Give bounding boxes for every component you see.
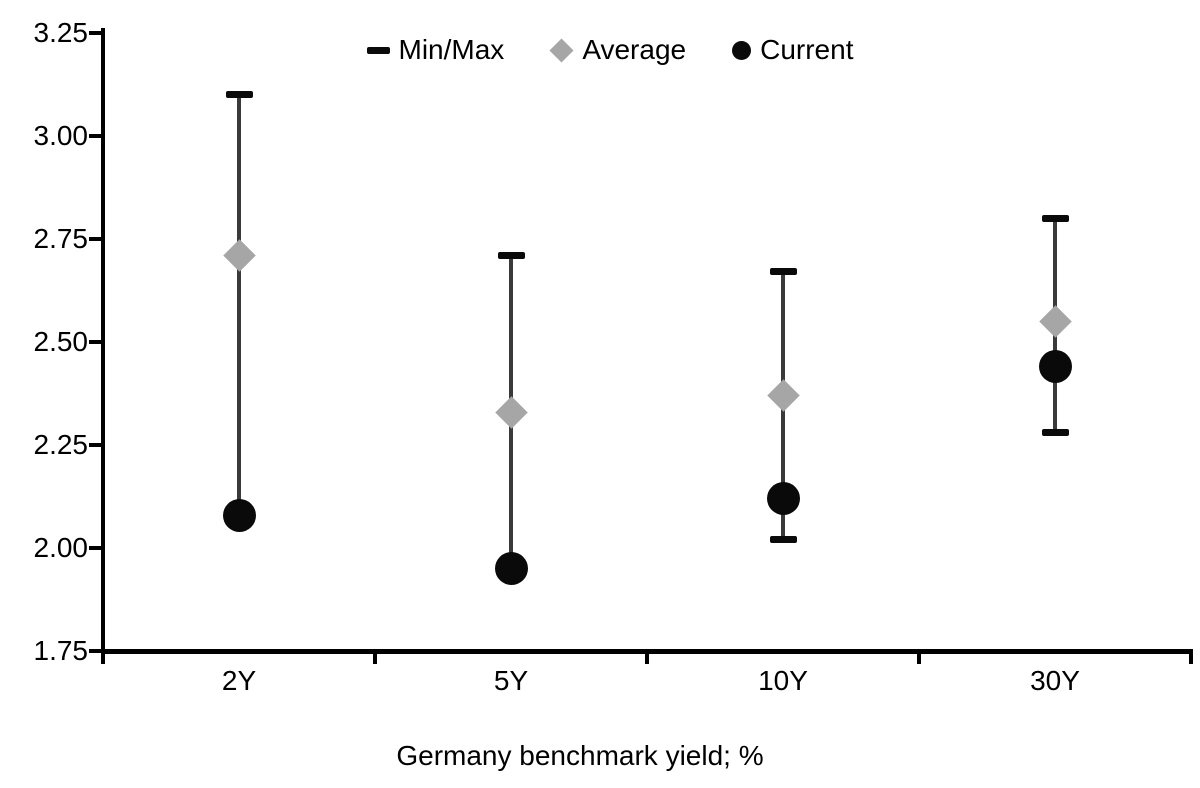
legend-label-average: Average: [582, 34, 687, 65]
min-cap-marker: [769, 536, 797, 544]
average-marker: [222, 239, 256, 272]
y-tick-label: 3.00: [33, 120, 89, 151]
x-axis-tick: [645, 651, 649, 664]
y-tick-label: 2.00: [33, 532, 89, 563]
y-tick-label: 2.25: [33, 429, 89, 460]
current-marker: [766, 482, 800, 516]
y-axis-line: [101, 28, 105, 655]
legend-item-average: Average: [549, 34, 687, 66]
y-tick-label: 1.75: [33, 635, 89, 666]
minmax-dash-icon: [366, 46, 390, 54]
y-axis-tick: [89, 649, 101, 653]
y-tick-label: 3.25: [33, 17, 89, 48]
min-cap-marker: [1041, 429, 1069, 437]
current-circle-icon: [732, 40, 752, 60]
current-marker: [1038, 350, 1072, 384]
y-axis-tick: [89, 546, 101, 550]
x-axis-tick: [917, 651, 921, 664]
legend-item-current: Current: [732, 34, 853, 66]
y-axis-tick: [89, 443, 101, 447]
legend-label-minmax: Min/Max: [398, 34, 505, 65]
x-category-label: 5Y: [493, 665, 529, 696]
x-axis-tick: [373, 651, 377, 664]
x-category-label: 2Y: [221, 665, 257, 696]
average-marker: [766, 379, 800, 412]
max-cap-marker: [225, 91, 253, 99]
max-cap-marker: [769, 268, 797, 276]
legend-item-minmax: Min/Max: [366, 34, 505, 66]
y-axis-tick: [89, 237, 101, 241]
x-axis-title: Germany benchmark yield; %: [396, 740, 764, 771]
current-marker: [494, 552, 528, 586]
average-marker: [1038, 305, 1072, 338]
chart-legend: Min/Max Average Current: [10, 34, 1200, 66]
x-category-label: 30Y: [1030, 665, 1080, 696]
y-tick-label: 2.75: [33, 223, 89, 254]
range-line: [237, 94, 241, 516]
x-axis-tick: [101, 651, 105, 664]
current-marker: [222, 498, 256, 532]
max-cap-marker: [497, 251, 525, 259]
legend-label-current: Current: [760, 34, 854, 65]
y-axis-tick: [89, 340, 101, 344]
y-axis-tick: [89, 31, 101, 35]
x-category-label: 10Y: [758, 665, 808, 696]
average-diamond-icon: [549, 37, 574, 63]
average-marker: [494, 395, 528, 429]
y-axis-tick: [89, 134, 101, 138]
y-tick-label: 2.50: [33, 326, 89, 357]
max-cap-marker: [1041, 214, 1069, 222]
x-axis-tick: [1189, 651, 1193, 664]
